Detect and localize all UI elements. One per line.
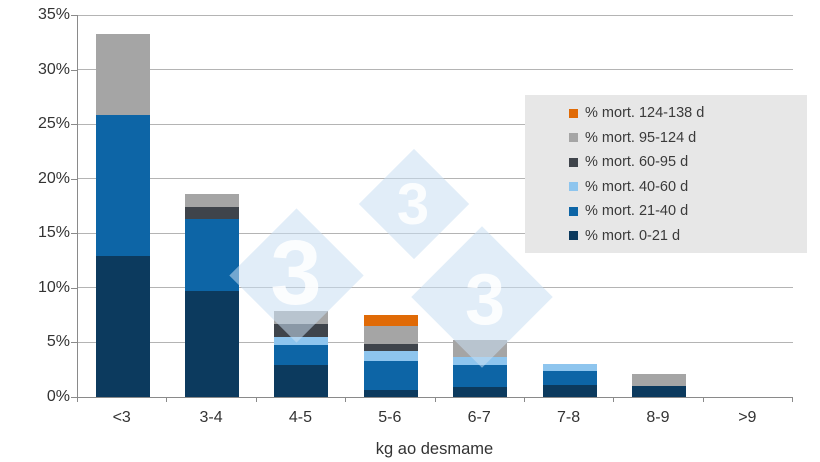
bar-segment: [185, 194, 240, 208]
bar-segment: [453, 387, 508, 397]
bar-segment: [363, 390, 418, 397]
bar-segment: [185, 207, 240, 220]
legend-label: % mort. 95-124 d: [585, 129, 697, 146]
legend-item: % mort. 40-60 d: [525, 175, 807, 200]
legend: % mort. 124-138 d % mort. 95-124 d % mort.…: [525, 95, 807, 253]
category-slot: [78, 15, 167, 397]
y-axis-tick-label: 35%: [37, 6, 70, 23]
bar-segment: [542, 385, 597, 397]
bar-stack: [95, 33, 150, 397]
gridline: [78, 123, 793, 125]
y-axis-tick-label: 30%: [37, 60, 70, 78]
y-axis-tick-label: 25%: [37, 115, 70, 133]
legend-label: % mort. 21-40 d: [585, 203, 689, 220]
gridline: [78, 341, 793, 343]
y-axis-tick-label: 0%: [46, 388, 70, 405]
legend-swatch: [569, 182, 578, 192]
legend-item: % mort. 124-138 d: [525, 101, 807, 126]
legend-label: % mort. 0-21 d: [585, 227, 681, 244]
category-slot: [167, 15, 256, 397]
x-axis-category-label: 7-8: [557, 409, 581, 426]
watermark-3-glyph: 3: [464, 260, 506, 340]
bar-segment: [363, 351, 418, 361]
x-axis-tick: [166, 398, 168, 402]
bar-segment: [274, 344, 329, 366]
x-axis-tick: [792, 398, 793, 402]
y-axis-tick: [71, 342, 77, 344]
legend-label: % mort. 60-95 d: [585, 154, 689, 171]
y-axis-tick: [71, 178, 77, 180]
bar-segment: [363, 326, 418, 344]
y-axis-tick: [71, 15, 77, 16]
y-axis-tick-label: 15%: [37, 224, 70, 242]
y-axis-tick: [71, 124, 77, 126]
bar-segment: [274, 337, 329, 345]
x-axis-tick: [613, 398, 615, 402]
bar-segment: [274, 365, 329, 397]
y-axis-tick-label: 5%: [46, 333, 70, 351]
x-axis-tick: [255, 398, 257, 402]
bar-segment: [453, 365, 508, 388]
legend-swatch: [569, 157, 578, 167]
x-axis-tick: [345, 398, 347, 402]
bar-segment: [631, 374, 686, 387]
bar-stack: [363, 315, 418, 397]
watermark-3-glyph: 3: [270, 222, 322, 324]
bar-segment: [542, 364, 597, 371]
y-axis-tick-label: 20%: [37, 169, 70, 187]
legend-item: % mort. 0-21 d: [525, 224, 807, 249]
legend-item: % mort. 60-95 d: [525, 150, 807, 175]
legend-swatch: [569, 231, 578, 241]
bar-segment: [95, 115, 150, 257]
legend-swatch: [569, 206, 578, 216]
y-axis-tick: [71, 287, 77, 289]
category-slot: [346, 15, 435, 397]
legend-label: % mort. 40-60 d: [585, 178, 689, 195]
legend-swatch: [569, 108, 578, 118]
bar-segment: [363, 315, 418, 327]
bar-segment: [185, 291, 240, 397]
bar-stack: [185, 194, 240, 397]
y-axis-tick: [71, 233, 77, 235]
category-slot: [525, 15, 614, 397]
x-axis-category-label: 8-9: [646, 409, 670, 426]
x-axis-category-label: 4-5: [288, 409, 312, 426]
x-axis-tick: [77, 398, 78, 402]
bar-segment: [95, 33, 150, 116]
gridline: [78, 14, 793, 16]
x-axis-category-label: 6-7: [467, 409, 491, 426]
category-slot: [614, 15, 703, 397]
x-axis-category-label: 5-6: [378, 409, 402, 426]
x-axis-category-label: >9: [738, 409, 757, 426]
y-axis-tick: [71, 397, 77, 398]
bar-segment: [363, 361, 418, 391]
bar-segment: [631, 386, 686, 397]
legend-item: % mort. 21-40 d: [525, 199, 807, 224]
gridline: [78, 69, 793, 71]
bar-segment: [363, 343, 418, 352]
bar-segment: [185, 219, 240, 292]
x-axis-tick: [523, 398, 525, 402]
bar-segment: [95, 256, 150, 397]
legend-item: % mort. 95-124 d: [525, 126, 807, 151]
category-slot: [257, 15, 346, 397]
x-axis-title: kg ao desmame: [375, 440, 494, 458]
y-axis-tick: [71, 69, 77, 71]
y-axis-tick-label: 10%: [37, 278, 70, 296]
bar-stack: [631, 374, 686, 397]
x-axis-tick: [702, 398, 704, 402]
x-axis-tick: [434, 398, 436, 402]
legend-swatch: [569, 133, 578, 143]
x-axis-category-label: <3: [112, 409, 131, 426]
watermark-3-glyph: 3: [396, 172, 430, 237]
legend-label: % mort. 124-138 d: [585, 105, 705, 122]
x-axis-category-label: 3-4: [199, 409, 223, 426]
bar-segment: [542, 370, 597, 385]
bar-stack: [542, 364, 597, 397]
